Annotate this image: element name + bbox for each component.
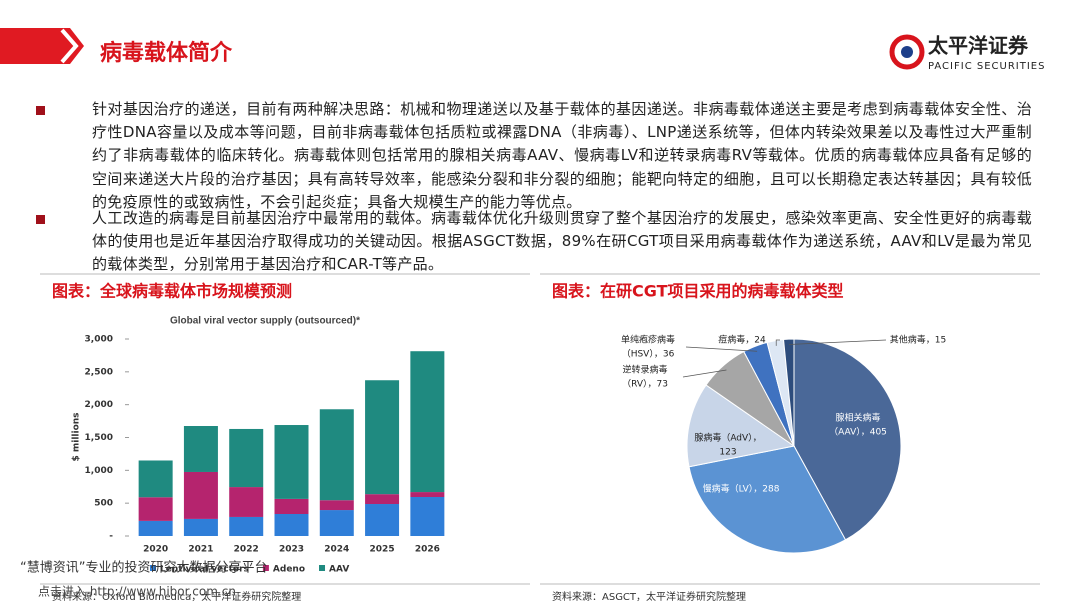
y-tick-label: 2,000 [85, 400, 113, 410]
pie-slice [783, 338, 795, 447]
x-tick-label: 2022 [234, 545, 259, 555]
data-label: 慢病毒（LV），288 [703, 483, 780, 495]
bar-segment [229, 428, 264, 488]
bar-segment [183, 426, 218, 472]
data-label: 其他病毒，15 [890, 334, 946, 346]
chart-source: 资料来源：Oxford Biomedica，太平洋证券研究院整理 [52, 590, 301, 603]
data-label: 腺病毒（AdV）， [694, 432, 761, 444]
logo-en: PACIFIC SECURITIES [928, 61, 1045, 72]
bar-segment [183, 518, 218, 536]
leader-line [789, 339, 887, 345]
bar-segment [274, 514, 309, 536]
legend-swatch [262, 565, 269, 571]
bar-segment [274, 425, 309, 499]
bar-segment [229, 487, 264, 517]
x-tick-label: 2024 [324, 545, 349, 555]
bullet-marker [36, 106, 45, 115]
legend-label: Adeno [273, 565, 305, 575]
y-tick-label: 1,000 [85, 466, 113, 476]
bullet-text: 针对基因治疗的递送，目前有两种解决思路：机械和物理递送以及基于载体的基因递送。非… [92, 100, 1032, 211]
y-tick-label: 500 [94, 499, 113, 509]
bar-segment [410, 496, 445, 536]
data-label: （HSV），36 [622, 349, 675, 360]
pie-slice [793, 338, 902, 541]
watermark: 点击进入 http://www.hibor.com.cn [38, 585, 236, 599]
leader-line [775, 339, 780, 346]
chevron [60, 28, 79, 64]
bar-segment [229, 516, 264, 536]
bar-segment [365, 494, 400, 505]
bar-segment [410, 351, 445, 493]
bar-segment [319, 409, 354, 501]
y-tick-label: 2,500 [85, 367, 113, 377]
bullet-marker [36, 215, 45, 224]
x-tick-label: 2025 [370, 545, 395, 555]
leader-line [685, 346, 758, 352]
data-label: 单纯疱疹病毒 [621, 334, 675, 346]
data-label: 腺相关病毒 [835, 412, 880, 424]
bullet-text: 人工改造的病毒是目前基因治疗中最常用的载体。病毒载体优化升级则贯穿了整个基因治疗… [92, 209, 1032, 274]
bar-segment [183, 471, 218, 519]
data-label: 123 [719, 448, 736, 458]
x-tick-label: 2026 [415, 545, 440, 555]
logo-mark [901, 46, 913, 58]
x-tick-label: 2021 [188, 545, 213, 555]
leader-line [682, 369, 727, 378]
legend-label: Lentiviral vectors [160, 565, 249, 575]
bar-segment [365, 504, 400, 536]
pie-slice [688, 445, 847, 554]
y-tick-label: 3,000 [85, 335, 113, 345]
chart-source: 资料来源：ASGCT，太平洋证券研究院整理 [552, 590, 746, 603]
legend-label: AAV [329, 565, 349, 575]
pie-slice [686, 384, 796, 468]
data-label: 痘病毒，24 [718, 334, 766, 346]
bar-segment [319, 510, 354, 536]
y-axis-label: $ millions [72, 412, 82, 461]
chart-title: Global viral vector supply (outsourced)* [170, 316, 360, 327]
data-label: 逆转录病毒 [622, 364, 667, 376]
bar-segment [410, 492, 445, 497]
legend-swatch [150, 565, 156, 571]
bar-segment [365, 380, 400, 495]
x-tick-label: 2020 [143, 545, 168, 555]
chart-caption: 图表：全球病毒载体市场规模预测 [52, 282, 292, 301]
bar-segment [138, 460, 173, 498]
bar-segment [138, 520, 173, 536]
y-tick-label: - [109, 532, 113, 542]
chart-caption: 图表：在研CGT项目采用的病毒载体类型 [552, 282, 844, 301]
bar-segment [138, 497, 173, 521]
y-tick-label: 1,500 [85, 433, 113, 443]
data-label: （AAV），405 [829, 427, 887, 438]
watermark: “慧博资讯”专业的投资研究大数据分享平台 [20, 560, 267, 576]
x-tick-label: 2023 [279, 545, 304, 555]
logo-mark [889, 34, 925, 70]
bar-segment [319, 500, 354, 511]
bar-segment [274, 498, 309, 515]
header-bar [0, 28, 84, 64]
logo-cn: 太平洋证券 [928, 34, 1029, 58]
data-label: （RV），73 [622, 379, 668, 390]
legend-swatch [319, 565, 326, 571]
header-title: 病毒载体简介 [100, 40, 233, 66]
